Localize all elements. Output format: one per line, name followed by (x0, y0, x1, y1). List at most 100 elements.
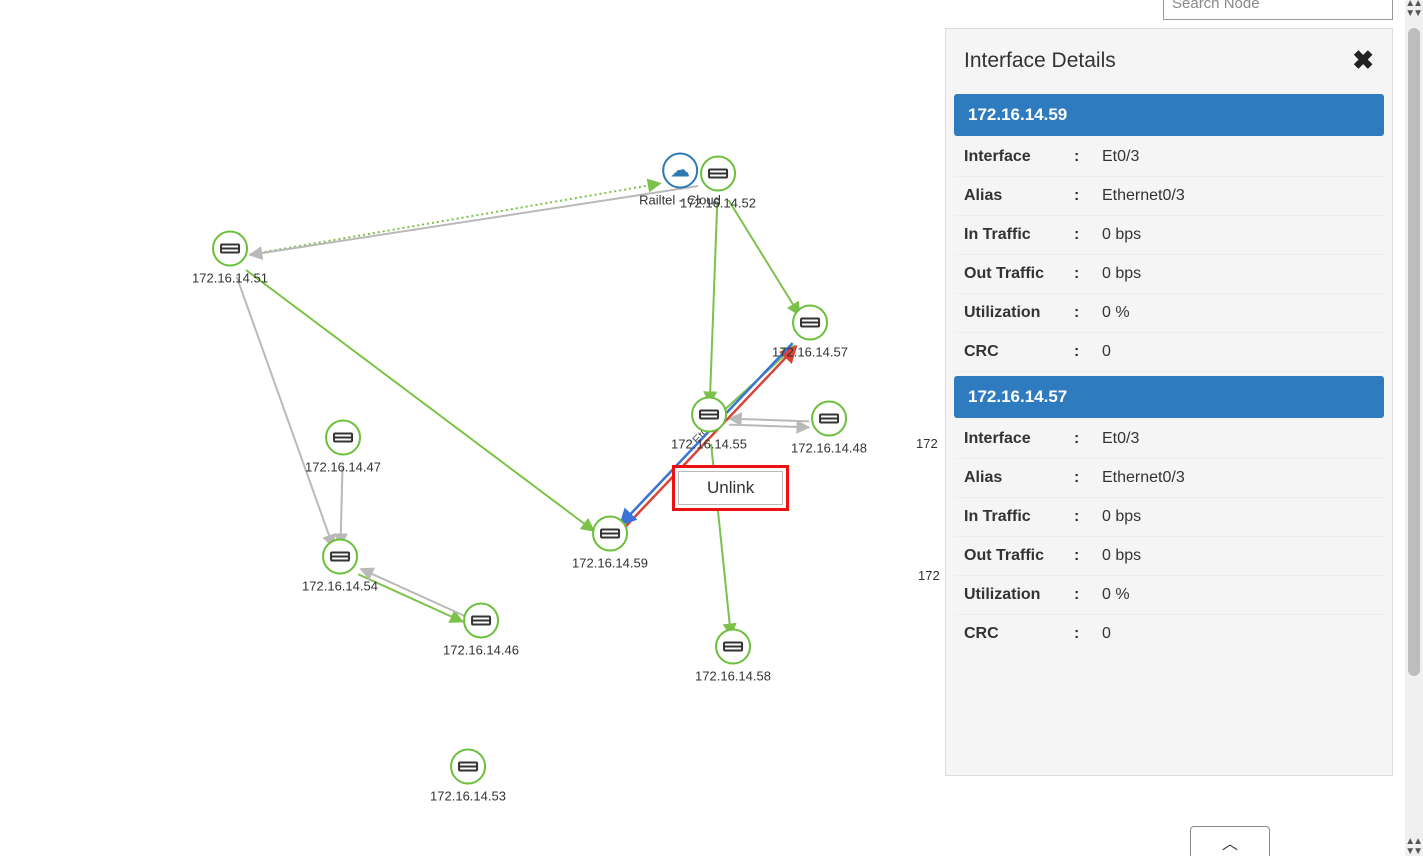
node-label: 172.16.14.51 (192, 271, 268, 286)
switch-icon (220, 244, 240, 254)
search-node-input[interactable]: Search Node (1163, 0, 1393, 20)
colon: : (1074, 508, 1094, 526)
edge-n52-n57[interactable] (729, 200, 800, 315)
detail-value: 0 % (1094, 304, 1378, 322)
truncated-node-label: 172 (916, 436, 938, 451)
detail-row: Interface:Et0/3 (954, 420, 1384, 459)
node-n52[interactable]: 172.16.14.52 (680, 156, 756, 211)
detail-value: 0 bps (1094, 508, 1378, 526)
detail-row: Alias:Ethernet0/3 (954, 459, 1384, 498)
detail-row: Out Traffic:0 bps (954, 255, 1384, 294)
detail-key: In Traffic (964, 226, 1074, 244)
node-n57[interactable]: 172.16.14.57 (772, 305, 848, 360)
detail-row: Alias:Ethernet0/3 (954, 177, 1384, 216)
detail-value: 0 bps (1094, 226, 1378, 244)
unlink-label: Unlink (707, 478, 754, 497)
colon: : (1074, 187, 1094, 205)
node-label: 172.16.14.52 (680, 196, 756, 211)
node-label: 172.16.14.55 (671, 437, 747, 452)
detail-key: Utilization (964, 304, 1074, 322)
detail-value: 0 % (1094, 586, 1378, 604)
expand-up-button[interactable]: ︿ (1190, 826, 1270, 856)
colon: : (1074, 469, 1094, 487)
endpoint-ip-header: 172.16.14.59 (954, 94, 1384, 136)
spinner-up-icon[interactable]: ▲▲ (1405, 0, 1421, 8)
switch-icon (471, 616, 491, 626)
detail-value: 0 (1094, 343, 1378, 361)
node-n55[interactable]: 172.16.14.55 (671, 397, 747, 452)
colon: : (1074, 430, 1094, 448)
node-label: 172.16.14.48 (791, 441, 867, 456)
edge-n51-n59[interactable] (246, 270, 594, 531)
detail-row: CRC:0 (954, 615, 1384, 653)
switch-icon (708, 169, 728, 179)
switch-icon (600, 529, 620, 539)
node-n53[interactable]: 172.16.14.53 (430, 749, 506, 804)
node-label: 172.16.14.54 (302, 579, 378, 594)
node-label: 172.16.14.57 (772, 345, 848, 360)
switch-icon (699, 410, 719, 420)
detail-key: In Traffic (964, 508, 1074, 526)
detail-value: Et0/3 (1094, 430, 1378, 448)
node-n58[interactable]: 172.16.14.58 (695, 629, 771, 684)
colon: : (1074, 586, 1094, 604)
edge-n52-n55[interactable] (710, 203, 718, 404)
detail-value: 0 bps (1094, 547, 1378, 565)
detail-row: Out Traffic:0 bps (954, 537, 1384, 576)
spinner-down-icon[interactable]: ▼▼ (1405, 848, 1421, 856)
unlink-menu-item[interactable]: Unlink (678, 471, 783, 505)
detail-value: Ethernet0/3 (1094, 469, 1378, 487)
close-icon[interactable]: ✖ (1352, 45, 1374, 76)
detail-key: Interface (964, 430, 1074, 448)
page-scrollbar[interactable] (1405, 0, 1423, 856)
node-label: 172.16.14.58 (695, 669, 771, 684)
node-n54[interactable]: 172.16.14.54 (302, 539, 378, 594)
switch-icon (723, 642, 743, 652)
colon: : (1074, 625, 1094, 643)
edge-n51-cloud[interactable] (250, 183, 661, 254)
edge-n47-n54[interactable] (341, 467, 343, 546)
detail-value: Ethernet0/3 (1094, 187, 1378, 205)
colon: : (1074, 148, 1094, 166)
colon: : (1074, 265, 1094, 283)
detail-value: Et0/3 (1094, 148, 1378, 166)
node-label: 172.16.14.53 (430, 789, 506, 804)
detail-row: Interface:Et0/3 (954, 138, 1384, 177)
interface-details-panel: Interface Details ✖ 172.16.14.59Interfac… (945, 28, 1393, 776)
detail-key: Out Traffic (964, 265, 1074, 283)
colon: : (1074, 304, 1094, 322)
detail-key: CRC (964, 625, 1074, 643)
detail-row: In Traffic:0 bps (954, 498, 1384, 537)
node-n46[interactable]: 172.16.14.46 (443, 603, 519, 658)
detail-row: Utilization:0 % (954, 294, 1384, 333)
detail-row: In Traffic:0 bps (954, 216, 1384, 255)
colon: : (1074, 547, 1094, 565)
scrollbar-thumb[interactable] (1408, 28, 1420, 676)
detail-key: Out Traffic (964, 547, 1074, 565)
topology-canvas[interactable]: Et0/3 ☁Railtel - Cloud172.16.14.52172.16… (0, 0, 1423, 856)
detail-value: 0 (1094, 625, 1378, 643)
detail-key: Interface (964, 148, 1074, 166)
detail-key: CRC (964, 343, 1074, 361)
detail-key: Alias (964, 187, 1074, 205)
panel-body[interactable]: 172.16.14.59Interface:Et0/3Alias:Etherne… (946, 90, 1392, 775)
endpoint-ip-header: 172.16.14.57 (954, 376, 1384, 418)
edge-n52-n51[interactable] (250, 186, 698, 255)
edge-n51-n54[interactable] (237, 277, 334, 547)
spinner-down-icon[interactable]: ▼▼ (1405, 10, 1421, 18)
node-n48[interactable]: 172.16.14.48 (791, 401, 867, 456)
node-n51[interactable]: 172.16.14.51 (192, 231, 268, 286)
node-label: 172.16.14.46 (443, 643, 519, 658)
chevron-up-icon: ︿ (1222, 830, 1238, 854)
switch-icon (333, 433, 353, 443)
switch-icon (458, 762, 478, 772)
spinner-up-icon[interactable]: ▲▲ (1405, 838, 1421, 846)
detail-row: CRC:0 (954, 333, 1384, 372)
colon: : (1074, 343, 1094, 361)
detail-value: 0 bps (1094, 265, 1378, 283)
node-label: 172.16.14.59 (572, 556, 648, 571)
detail-key: Utilization (964, 586, 1074, 604)
node-n47[interactable]: 172.16.14.47 (305, 420, 381, 475)
node-n59[interactable]: 172.16.14.59 (572, 516, 648, 571)
node-label: 172.16.14.47 (305, 460, 381, 475)
